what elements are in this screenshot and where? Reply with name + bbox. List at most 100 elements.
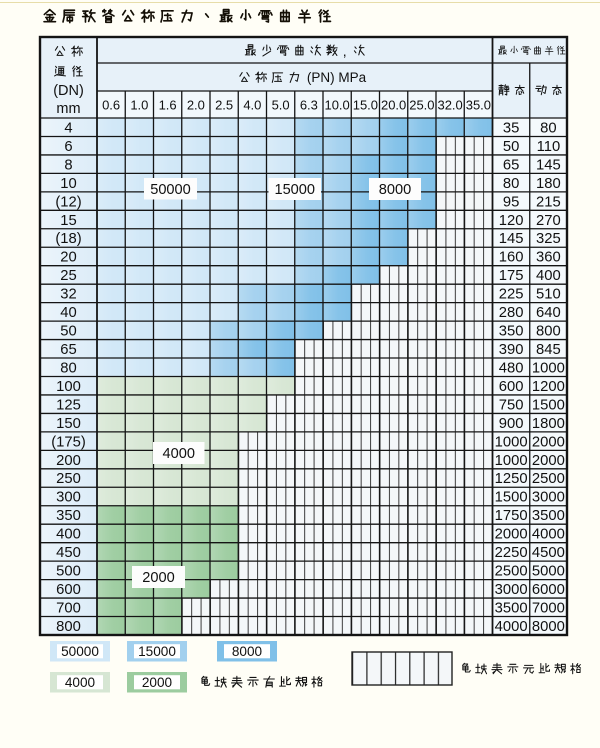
svg-text:4500: 4500 <box>532 545 565 561</box>
svg-text:2.0: 2.0 <box>187 98 205 113</box>
svg-text:145: 145 <box>536 157 561 173</box>
svg-text:160: 160 <box>499 250 524 266</box>
svg-text:6.3: 6.3 <box>300 98 318 113</box>
svg-text:80: 80 <box>540 120 556 136</box>
svg-text:250: 250 <box>56 471 81 487</box>
svg-text:2500: 2500 <box>495 564 528 580</box>
svg-text:100: 100 <box>56 379 81 395</box>
svg-text:,: , <box>343 43 347 59</box>
svg-text:2000: 2000 <box>142 570 174 586</box>
svg-text:600: 600 <box>56 582 81 598</box>
svg-text:480: 480 <box>499 360 524 376</box>
svg-text:2000: 2000 <box>142 675 173 690</box>
svg-text:10.0: 10.0 <box>324 98 349 113</box>
svg-text:120: 120 <box>499 213 524 229</box>
svg-text:4000: 4000 <box>532 527 565 543</box>
svg-text:510: 510 <box>536 287 561 303</box>
svg-text:10: 10 <box>60 176 76 192</box>
svg-text:3500: 3500 <box>495 600 528 616</box>
svg-text:800: 800 <box>56 619 81 635</box>
svg-text:2500: 2500 <box>532 471 565 487</box>
svg-text:50: 50 <box>60 324 76 340</box>
svg-text:2.5: 2.5 <box>215 98 233 113</box>
svg-text:125: 125 <box>56 397 81 413</box>
svg-text:8: 8 <box>64 157 72 173</box>
svg-text:mm: mm <box>56 101 80 117</box>
svg-text:4000: 4000 <box>163 446 195 462</box>
svg-text:600: 600 <box>499 379 524 395</box>
svg-text:1250: 1250 <box>495 471 528 487</box>
svg-text:640: 640 <box>536 305 561 321</box>
svg-text:325: 325 <box>536 231 561 247</box>
svg-text:1200: 1200 <box>532 379 565 395</box>
svg-text:1800: 1800 <box>532 416 565 432</box>
svg-text:900: 900 <box>499 416 524 432</box>
svg-text:7000: 7000 <box>532 600 565 616</box>
svg-text:4.0: 4.0 <box>243 98 261 113</box>
svg-text:4: 4 <box>64 120 72 136</box>
svg-text:800: 800 <box>536 324 561 340</box>
svg-text:1000: 1000 <box>495 434 528 450</box>
svg-text:15: 15 <box>60 213 76 229</box>
svg-text:(175): (175) <box>51 434 86 450</box>
svg-text:1500: 1500 <box>495 490 528 506</box>
svg-text:(12): (12) <box>55 194 81 210</box>
svg-text:1.0: 1.0 <box>130 98 148 113</box>
svg-text:65: 65 <box>60 342 76 358</box>
svg-text:390: 390 <box>499 342 524 358</box>
svg-text:8000: 8000 <box>532 619 565 635</box>
svg-text:15.0: 15.0 <box>353 98 378 113</box>
svg-text:40: 40 <box>60 305 76 321</box>
svg-text:2250: 2250 <box>495 545 528 561</box>
svg-text:4000: 4000 <box>65 675 96 690</box>
svg-text:(DN): (DN) <box>53 83 84 99</box>
svg-text:35.0: 35.0 <box>466 98 491 113</box>
svg-text:215: 215 <box>536 194 561 210</box>
svg-text:1000: 1000 <box>532 360 565 376</box>
svg-text:110: 110 <box>537 139 561 155</box>
svg-text:(PN) MPa: (PN) MPa <box>307 70 367 85</box>
svg-text:400: 400 <box>56 527 81 543</box>
svg-text:5.0: 5.0 <box>272 98 290 113</box>
svg-text:15000: 15000 <box>274 182 315 198</box>
svg-text:2000: 2000 <box>532 434 565 450</box>
svg-text:50000: 50000 <box>61 644 99 659</box>
svg-text:700: 700 <box>56 600 81 616</box>
svg-text:50000: 50000 <box>150 182 191 198</box>
svg-text:4000: 4000 <box>495 619 528 635</box>
svg-text:500: 500 <box>56 564 81 580</box>
svg-text:65: 65 <box>503 157 519 173</box>
svg-text:350: 350 <box>499 324 524 340</box>
svg-text:25.0: 25.0 <box>409 98 434 113</box>
svg-text:0.6: 0.6 <box>102 98 120 113</box>
svg-text:5000: 5000 <box>532 564 565 580</box>
svg-text:175: 175 <box>499 268 524 284</box>
svg-text:400: 400 <box>536 268 561 284</box>
svg-text:32.0: 32.0 <box>437 98 462 113</box>
svg-text:32: 32 <box>60 287 76 303</box>
svg-text:20.0: 20.0 <box>381 98 406 113</box>
svg-text:15000: 15000 <box>138 644 176 659</box>
svg-text:35: 35 <box>503 120 519 136</box>
svg-text:25: 25 <box>60 268 76 284</box>
svg-text:3500: 3500 <box>532 508 565 524</box>
svg-text:300: 300 <box>56 490 81 506</box>
svg-text:225: 225 <box>499 287 524 303</box>
svg-text:95: 95 <box>503 194 519 210</box>
svg-text:750: 750 <box>499 397 524 413</box>
svg-text:270: 270 <box>536 213 561 229</box>
svg-text:150: 150 <box>56 416 81 432</box>
svg-text:6000: 6000 <box>532 582 565 598</box>
svg-text:845: 845 <box>536 342 561 358</box>
svg-text:360: 360 <box>536 250 561 266</box>
svg-text:350: 350 <box>56 508 81 524</box>
svg-text:1000: 1000 <box>495 453 528 469</box>
svg-text:8000: 8000 <box>379 182 411 198</box>
svg-text:145: 145 <box>499 231 524 247</box>
svg-text:280: 280 <box>499 305 524 321</box>
svg-text:8000: 8000 <box>232 644 263 659</box>
svg-text:450: 450 <box>56 545 81 561</box>
svg-text:50: 50 <box>503 139 519 155</box>
svg-text:(18): (18) <box>55 231 81 247</box>
svg-text:180: 180 <box>536 176 561 192</box>
